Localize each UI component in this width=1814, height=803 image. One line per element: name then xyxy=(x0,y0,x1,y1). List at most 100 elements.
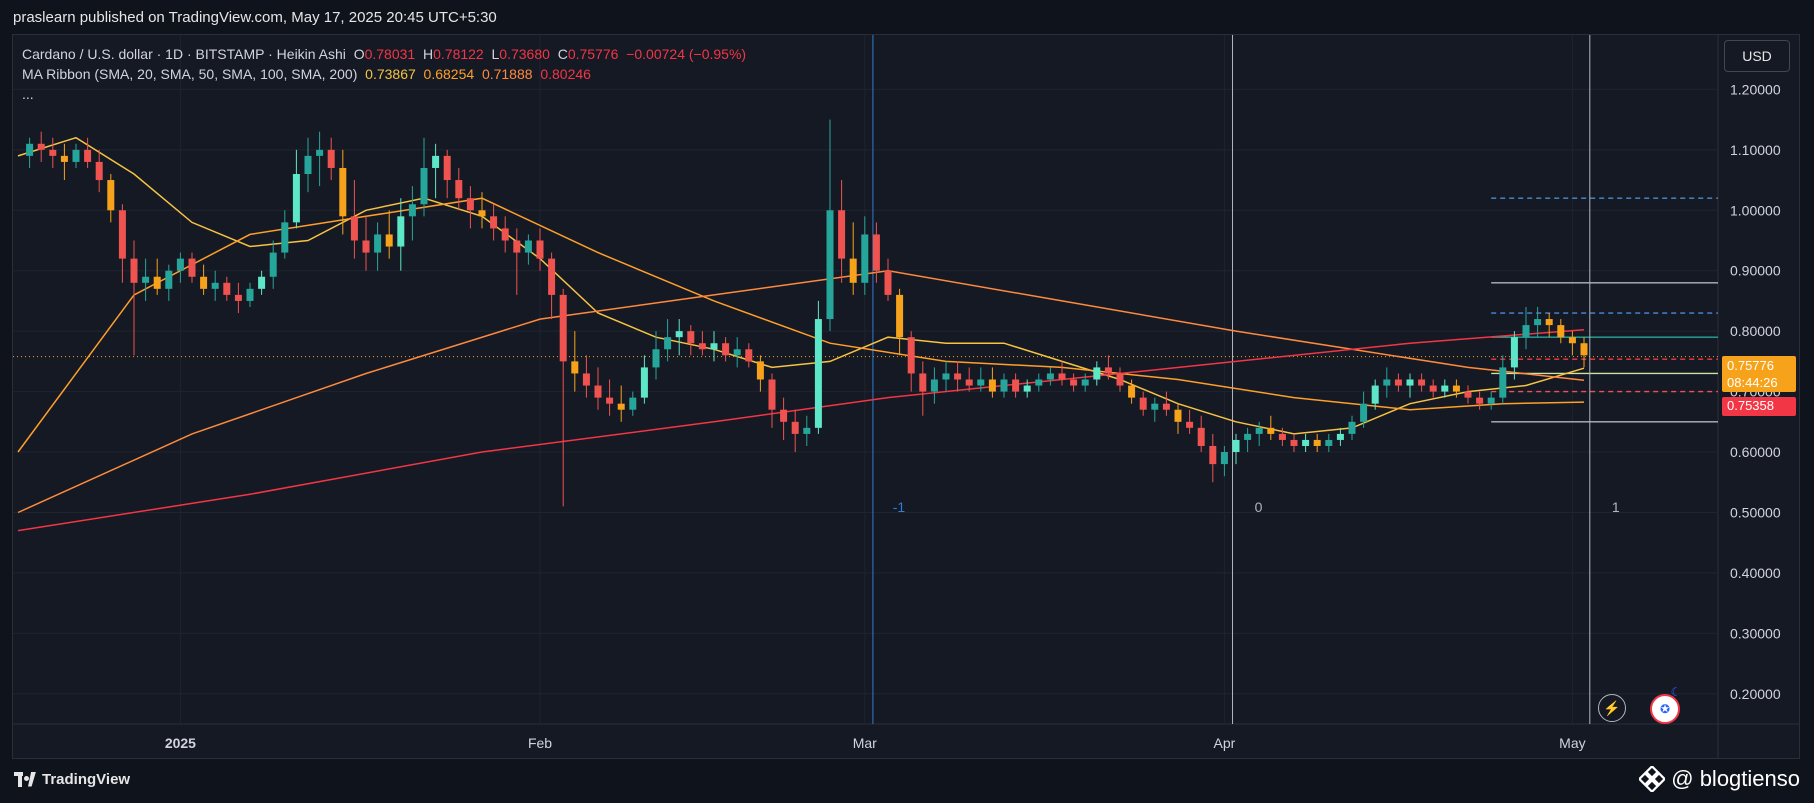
close-label: C xyxy=(557,46,568,62)
candle-body xyxy=(1093,367,1101,380)
high-label: H xyxy=(422,46,434,62)
candle-body xyxy=(1232,439,1240,453)
candle-body xyxy=(281,222,289,253)
candle-body xyxy=(849,258,857,283)
candle-body xyxy=(536,240,544,259)
y-tick-label: 0.60000 xyxy=(1730,444,1781,460)
horizontal-levels xyxy=(13,197,1718,423)
candle-body xyxy=(269,252,277,277)
candle-body xyxy=(513,240,521,253)
candle-body xyxy=(1128,385,1136,398)
candle-body xyxy=(1360,403,1368,422)
us-flag-icon[interactable]: ✪ xyxy=(1650,694,1680,724)
time-axis[interactable]: 2025 Feb Mar Apr May xyxy=(165,735,1586,751)
ma-line-sma-50 xyxy=(17,197,1585,453)
candle-body xyxy=(1325,439,1333,446)
candle-body xyxy=(200,276,208,289)
candle-body xyxy=(1197,427,1205,446)
low-label: L xyxy=(491,46,500,62)
candle-body xyxy=(1162,403,1170,410)
candle-body xyxy=(130,258,138,283)
publish-header: praslearn published on TradingView.com, … xyxy=(0,0,1814,34)
candle-body xyxy=(930,379,938,392)
candle-body xyxy=(652,349,660,368)
candle-body xyxy=(60,155,68,162)
y-tick-label: 1.20000 xyxy=(1730,81,1781,97)
y-tick-label: 0.20000 xyxy=(1730,686,1781,702)
candle-body xyxy=(1302,439,1310,446)
candle-body xyxy=(432,155,440,168)
tradingview-mark-icon xyxy=(14,771,36,788)
candle-body xyxy=(350,216,358,241)
last-price-value: 0.75776 xyxy=(1727,358,1774,373)
candle-body xyxy=(582,373,590,386)
candles xyxy=(26,119,1588,507)
footer: TradingView @ blogtienso xyxy=(0,762,1814,803)
candle-body xyxy=(977,379,985,386)
candle-body xyxy=(327,149,335,168)
last-price-tag: 0.75776 08:44:26 xyxy=(1722,356,1796,392)
symbol-row[interactable]: Cardano / U.S. dollar · 1D · BITSTAMP · … xyxy=(22,44,746,64)
candle-body xyxy=(1209,445,1217,465)
candle-body xyxy=(1081,379,1089,386)
candle-body xyxy=(37,143,45,150)
candle-body xyxy=(768,379,776,410)
candle-body xyxy=(1441,385,1449,392)
candle-body xyxy=(362,240,370,253)
watermark: @ blogtienso xyxy=(1639,766,1800,792)
more-indicators-button[interactable]: ... xyxy=(22,86,34,102)
candle-body xyxy=(1255,427,1263,434)
candle-body xyxy=(304,155,312,175)
candle-body xyxy=(420,167,428,205)
candle-body xyxy=(733,349,741,356)
candle-body xyxy=(478,210,486,217)
candle-body xyxy=(223,282,231,295)
candle-body xyxy=(234,294,242,301)
candle-body xyxy=(1568,337,1576,344)
lightning-icon[interactable]: ⚡ xyxy=(1598,694,1626,722)
candle-body xyxy=(617,403,625,410)
candle-body xyxy=(1116,373,1124,386)
candle-body xyxy=(188,258,196,277)
published-text: praslearn published on TradingView.com, … xyxy=(13,8,497,26)
candle-body xyxy=(1186,421,1194,428)
candle-body xyxy=(606,397,614,404)
candle-body xyxy=(408,204,416,217)
candle-body xyxy=(1348,421,1356,434)
candle-body xyxy=(919,373,927,392)
candle-body xyxy=(571,361,579,374)
currency-button[interactable]: USD xyxy=(1724,40,1790,72)
candle-body xyxy=(1290,439,1298,446)
grid xyxy=(13,35,1800,758)
ma-ribbon-row[interactable]: MA Ribbon (SMA, 20, SMA, 50, SMA, 100, S… xyxy=(22,64,746,84)
candle-body xyxy=(374,234,382,253)
candle-body xyxy=(1244,433,1252,440)
candle-body xyxy=(687,331,695,344)
close-value: 0.75776 xyxy=(567,46,619,62)
candle-body xyxy=(756,361,764,380)
candle-body xyxy=(1418,379,1426,386)
candle-body xyxy=(803,427,811,434)
price-axis[interactable]: 1.200001.100001.000000.900000.800000.700… xyxy=(1730,81,1781,701)
low-value: 0.73680 xyxy=(499,46,550,62)
tradingview-brand: TradingView xyxy=(42,771,131,788)
candle-body xyxy=(84,149,92,162)
ma50-value: 0.68254 xyxy=(423,66,475,82)
candle-body xyxy=(594,385,602,398)
y-tick-label: 0.50000 xyxy=(1730,504,1781,520)
tradingview-logo[interactable]: TradingView xyxy=(14,771,130,788)
x-tick-label: May xyxy=(1559,735,1585,751)
symbol-label: Cardano / U.S. dollar · 1D · BITSTAMP · … xyxy=(22,46,346,62)
candle-body xyxy=(1267,427,1275,434)
candle-body xyxy=(316,149,324,156)
candle-body xyxy=(258,276,266,289)
candle-body xyxy=(826,210,834,320)
y-tick-label: 1.00000 xyxy=(1730,202,1781,218)
candle-body xyxy=(26,143,34,156)
candle-body xyxy=(1174,409,1182,422)
vertical-marker-label: 0 xyxy=(1255,499,1263,515)
y-tick-label: 1.10000 xyxy=(1730,142,1781,158)
candle-body xyxy=(49,149,57,156)
candle-body xyxy=(490,216,498,229)
